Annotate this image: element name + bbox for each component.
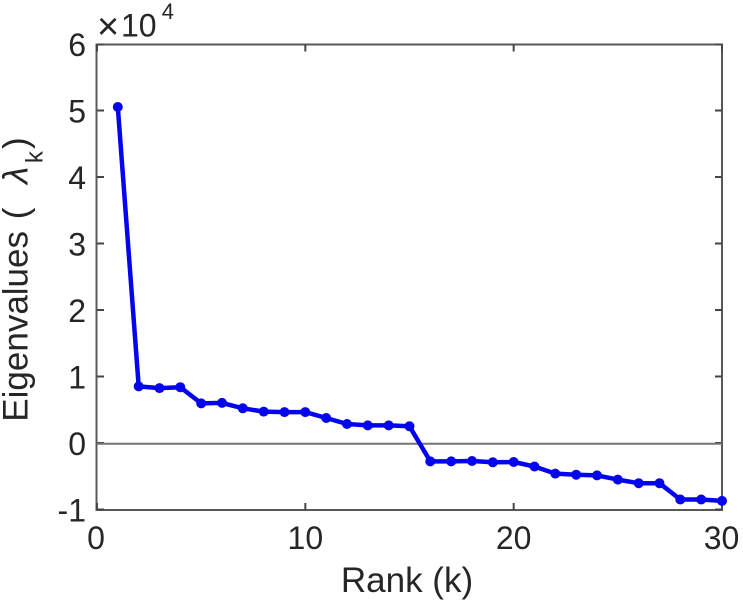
- svg-text:×: ×: [97, 6, 119, 48]
- svg-text:6: 6: [68, 27, 86, 63]
- svg-text:10: 10: [288, 520, 324, 556]
- svg-text:Rank (k): Rank (k): [341, 561, 473, 600]
- svg-text:0: 0: [68, 426, 86, 462]
- svg-text:0: 0: [87, 520, 105, 556]
- svg-text:1: 1: [68, 359, 86, 395]
- svg-text:-1: -1: [58, 492, 86, 528]
- svg-text:5: 5: [68, 93, 86, 129]
- svg-text:4: 4: [68, 160, 86, 196]
- svg-text:10: 10: [121, 8, 157, 44]
- svg-text:30: 30: [704, 520, 740, 556]
- svg-text:3: 3: [68, 226, 86, 262]
- svg-text:2: 2: [68, 293, 86, 329]
- svg-text:4: 4: [162, 0, 174, 24]
- svg-text:20: 20: [496, 520, 532, 556]
